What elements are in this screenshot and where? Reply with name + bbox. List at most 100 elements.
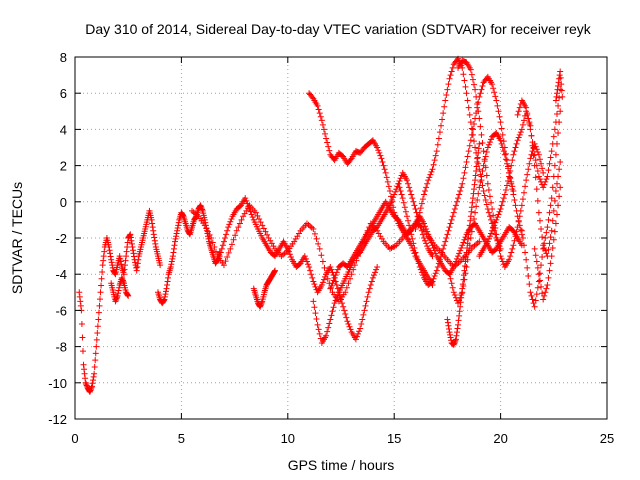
- data-point-interp: [343, 314, 350, 321]
- data-point-interp: [451, 261, 458, 268]
- data-point-interp: [122, 262, 129, 269]
- data-point-interp: [555, 130, 562, 137]
- data-point-interp: [334, 292, 341, 299]
- data-point-interp: [517, 207, 524, 214]
- data-point-interp: [452, 202, 459, 209]
- data-point-interp: [460, 282, 467, 289]
- data-point-interp: [462, 83, 469, 90]
- data-point-interp: [522, 183, 529, 190]
- data-point-interp: [482, 196, 489, 203]
- data-point-interp: [468, 125, 475, 132]
- data-point: [467, 119, 474, 126]
- data-point-interp: [172, 235, 179, 242]
- data-point: [284, 245, 291, 252]
- data-point-interp: [363, 298, 370, 305]
- data-point-interp: [262, 228, 269, 235]
- data-point-interp: [558, 87, 565, 94]
- data-point-interp: [133, 264, 140, 271]
- data-point-interp: [532, 157, 539, 164]
- data-point: [548, 195, 555, 202]
- data-point-interp: [341, 307, 348, 314]
- data-point-interp: [466, 111, 473, 118]
- data-point-interp: [471, 120, 477, 127]
- data-point: [459, 242, 466, 249]
- data-point-interp: [285, 248, 292, 255]
- y-tick-label: -6: [55, 303, 67, 318]
- data-point-interp: [515, 108, 522, 115]
- data-point: [252, 209, 259, 216]
- series-trace-16: [518, 108, 564, 310]
- data-point-interp: [511, 237, 518, 244]
- data-point: [374, 144, 381, 151]
- data-point-interp: [555, 202, 562, 209]
- data-point-interp: [495, 211, 502, 218]
- data-point: [559, 93, 566, 100]
- data-point: [548, 253, 555, 260]
- data-point-interp: [445, 81, 452, 88]
- data-point-interp: [496, 208, 503, 215]
- data-point-interp: [547, 202, 554, 209]
- data-point-interp: [426, 234, 433, 241]
- data-point-interp: [219, 242, 226, 249]
- data-point-interp: [173, 230, 180, 237]
- data-point-interp: [222, 258, 229, 265]
- data-point: [523, 177, 530, 184]
- data-point-interp: [78, 320, 85, 327]
- data-point-interp: [99, 268, 106, 275]
- data-point: [120, 271, 127, 278]
- data-point-interp: [100, 253, 107, 260]
- data-point-interp: [521, 189, 528, 196]
- data-point: [450, 209, 457, 216]
- data-point-interp: [149, 220, 156, 227]
- data-point-interp: [460, 71, 467, 78]
- data-point-interp: [529, 139, 536, 146]
- data-point-interp: [320, 126, 327, 133]
- data-point: [527, 289, 534, 296]
- data-point: [514, 111, 521, 118]
- data-point-interp: [502, 187, 509, 194]
- data-point: [227, 245, 234, 252]
- data-point-interp: [486, 193, 493, 200]
- data-point-interp: [508, 178, 515, 185]
- data-point-interp: [539, 254, 546, 261]
- data-point-interp: [121, 266, 128, 273]
- data-point-interp: [449, 64, 456, 71]
- data-point-interp: [516, 213, 523, 220]
- data-point-interp: [377, 152, 384, 159]
- data-point: [548, 227, 555, 234]
- data-point-interp: [410, 240, 417, 247]
- data-point-interp: [553, 111, 560, 118]
- data-point: [220, 238, 227, 245]
- data-point: [461, 267, 468, 274]
- data-point-interp: [486, 213, 493, 220]
- data-point-interp: [175, 222, 182, 229]
- data-point-interp: [227, 218, 234, 225]
- data-point-interp: [538, 283, 545, 290]
- data-point-interp: [162, 291, 169, 298]
- data-point-interp: [499, 258, 506, 265]
- data-point: [82, 379, 89, 386]
- data-point-interp: [124, 239, 131, 246]
- data-point: [467, 235, 474, 241]
- data-point: [433, 148, 440, 155]
- data-point-interp: [545, 167, 552, 174]
- data-point-interp: [115, 287, 122, 294]
- data-point: [316, 245, 323, 252]
- data-point: [544, 282, 551, 289]
- data-point-interp: [553, 180, 560, 187]
- data-point-interp: [550, 236, 557, 243]
- data-point-interp: [471, 186, 477, 193]
- data-point-interp: [541, 240, 548, 247]
- data-point-interp: [315, 240, 322, 247]
- data-point-interp: [397, 187, 404, 194]
- data-point-interp: [475, 145, 482, 152]
- data-point: [450, 341, 457, 348]
- data-point-interp: [547, 234, 554, 241]
- data-point-interp: [457, 247, 464, 254]
- data-point-interp: [79, 334, 86, 341]
- data-point-interp: [339, 300, 346, 307]
- data-point-interp: [92, 350, 99, 357]
- y-tick-label: -2: [55, 231, 67, 246]
- data-point-interp: [488, 216, 495, 223]
- data-point-interp: [165, 274, 172, 281]
